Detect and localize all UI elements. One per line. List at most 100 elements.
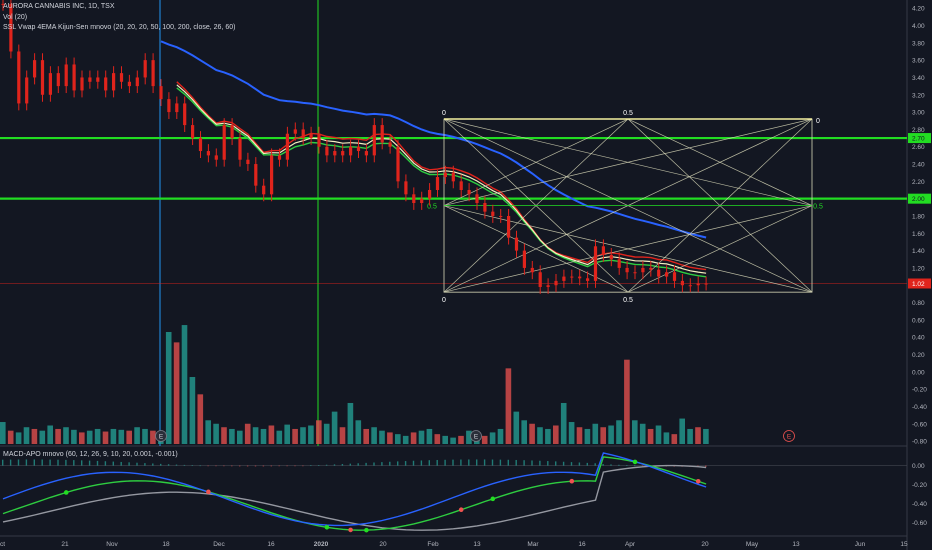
candle-body xyxy=(609,254,613,260)
volume-bar xyxy=(553,425,559,444)
macd-histogram-bar xyxy=(254,465,257,467)
support-badge-label: 2.00 xyxy=(912,196,925,203)
candle-body xyxy=(475,194,479,203)
macd-histogram-bar xyxy=(33,459,35,466)
macd-cross-dot xyxy=(695,478,701,484)
candle-body xyxy=(546,285,550,287)
gann-label: 0.5 xyxy=(623,110,633,117)
price-axis: 4.20 4.00 3.80 3.60 3.40 3.20 3.00 2.80 2.60 2.40… xyxy=(908,6,931,527)
macd-histogram-bar xyxy=(578,462,581,466)
earnings-marker xyxy=(155,430,167,442)
price-tick-label: 3.40 xyxy=(912,75,925,82)
macd-indicator-label[interactable]: MACD-APO mnovo (60, 12, 26, 9, 10, 20, 0… xyxy=(3,451,178,458)
candle-body xyxy=(649,267,653,270)
macd-histogram-bar xyxy=(349,463,351,466)
candle-body xyxy=(562,276,566,281)
volume-bar xyxy=(679,418,685,444)
candle-body xyxy=(1,3,5,5)
time-tick-label: 21 xyxy=(61,541,69,548)
volume-bar xyxy=(31,428,38,444)
price-tick-label: 2.40 xyxy=(912,162,925,169)
macd-histogram-bar xyxy=(325,464,328,466)
macd-histogram-bar xyxy=(562,461,565,466)
volume-bar xyxy=(229,428,235,444)
macd-histogram-bar xyxy=(278,465,280,467)
candle-body xyxy=(333,151,337,156)
macd-slow-line xyxy=(2,456,707,531)
ssl-indicator-label[interactable]: SSL Vwap 4EMA Kijun-Sen mnovo (20, 20, 2… xyxy=(3,24,236,31)
volume-bar xyxy=(7,430,14,444)
macd-tick-label: -0.60 xyxy=(912,520,927,527)
volume-bar xyxy=(592,423,599,444)
candle-body xyxy=(538,272,542,287)
volume-bar xyxy=(323,423,330,444)
macd-fast-line xyxy=(2,452,707,527)
macd-histogram-bar xyxy=(294,465,296,467)
macd-histogram-bar xyxy=(499,459,502,466)
volume-bar xyxy=(671,434,678,444)
volume-bar xyxy=(687,428,693,444)
macd-histogram-bar xyxy=(9,459,12,466)
candle-body xyxy=(9,3,13,52)
candle-body xyxy=(167,99,171,113)
candle-body xyxy=(104,77,108,91)
volume-bar xyxy=(126,430,132,444)
volume-bar xyxy=(418,430,425,444)
candle-body xyxy=(499,215,503,217)
volume-bar xyxy=(39,430,46,444)
volume-bar xyxy=(703,428,709,444)
candle-body xyxy=(578,276,582,279)
candle-body xyxy=(64,64,68,87)
macd-cross-dot xyxy=(324,524,330,530)
candle-body xyxy=(183,103,187,126)
time-tick-label: 13 xyxy=(792,541,800,548)
candle-body xyxy=(428,190,432,199)
macd-histogram-bar xyxy=(49,459,51,466)
macd-cross-dot xyxy=(632,459,638,465)
candle-body xyxy=(491,211,495,216)
candle-body xyxy=(625,267,629,273)
candles xyxy=(1,0,708,294)
volume-bar xyxy=(292,428,298,444)
macd-histogram-bar xyxy=(523,460,525,466)
volume-bar xyxy=(71,429,77,444)
candle-body xyxy=(349,146,353,156)
macd-histogram-bar xyxy=(634,465,636,467)
volume-bar xyxy=(79,432,85,444)
macd-histogram-bar xyxy=(183,464,186,466)
volume-indicator-label[interactable]: Vol (20) xyxy=(3,14,28,21)
earnings-marker xyxy=(470,430,482,442)
price-tick-label: 1.20 xyxy=(912,265,925,272)
volume-bar xyxy=(268,425,275,444)
candle-body xyxy=(704,283,708,285)
macd-histogram-bar xyxy=(231,465,233,467)
macd-histogram-bar xyxy=(318,465,320,466)
macd-histogram-bar xyxy=(144,463,146,466)
macd-histogram-bar xyxy=(602,464,604,466)
macd-cross-dot xyxy=(458,507,464,513)
volume-bar xyxy=(624,359,630,444)
candle-body xyxy=(135,77,139,87)
volume-bar xyxy=(197,394,204,444)
candle-body xyxy=(40,60,45,95)
ssl-bands xyxy=(160,40,707,278)
price-tick-label: -0.40 xyxy=(912,404,927,411)
volume-bar xyxy=(497,428,504,444)
macd-histogram-bar xyxy=(491,459,494,466)
gann-label: 0 xyxy=(442,110,446,117)
candle-body xyxy=(507,215,511,238)
candle-body xyxy=(151,60,155,87)
panel-separators xyxy=(0,0,908,550)
price-tick-label: 2.20 xyxy=(912,179,925,186)
gann-diagonal xyxy=(443,205,629,293)
volume-bars xyxy=(0,325,709,444)
candle-body xyxy=(112,73,116,91)
candle-body xyxy=(586,278,590,281)
volume-bar xyxy=(426,428,433,444)
macd-histogram-bar xyxy=(104,461,107,466)
time-tick-label: Dec xyxy=(213,541,225,548)
macd-histogram-bar xyxy=(262,465,265,467)
candle-body xyxy=(309,133,313,139)
candle-body xyxy=(119,73,124,82)
